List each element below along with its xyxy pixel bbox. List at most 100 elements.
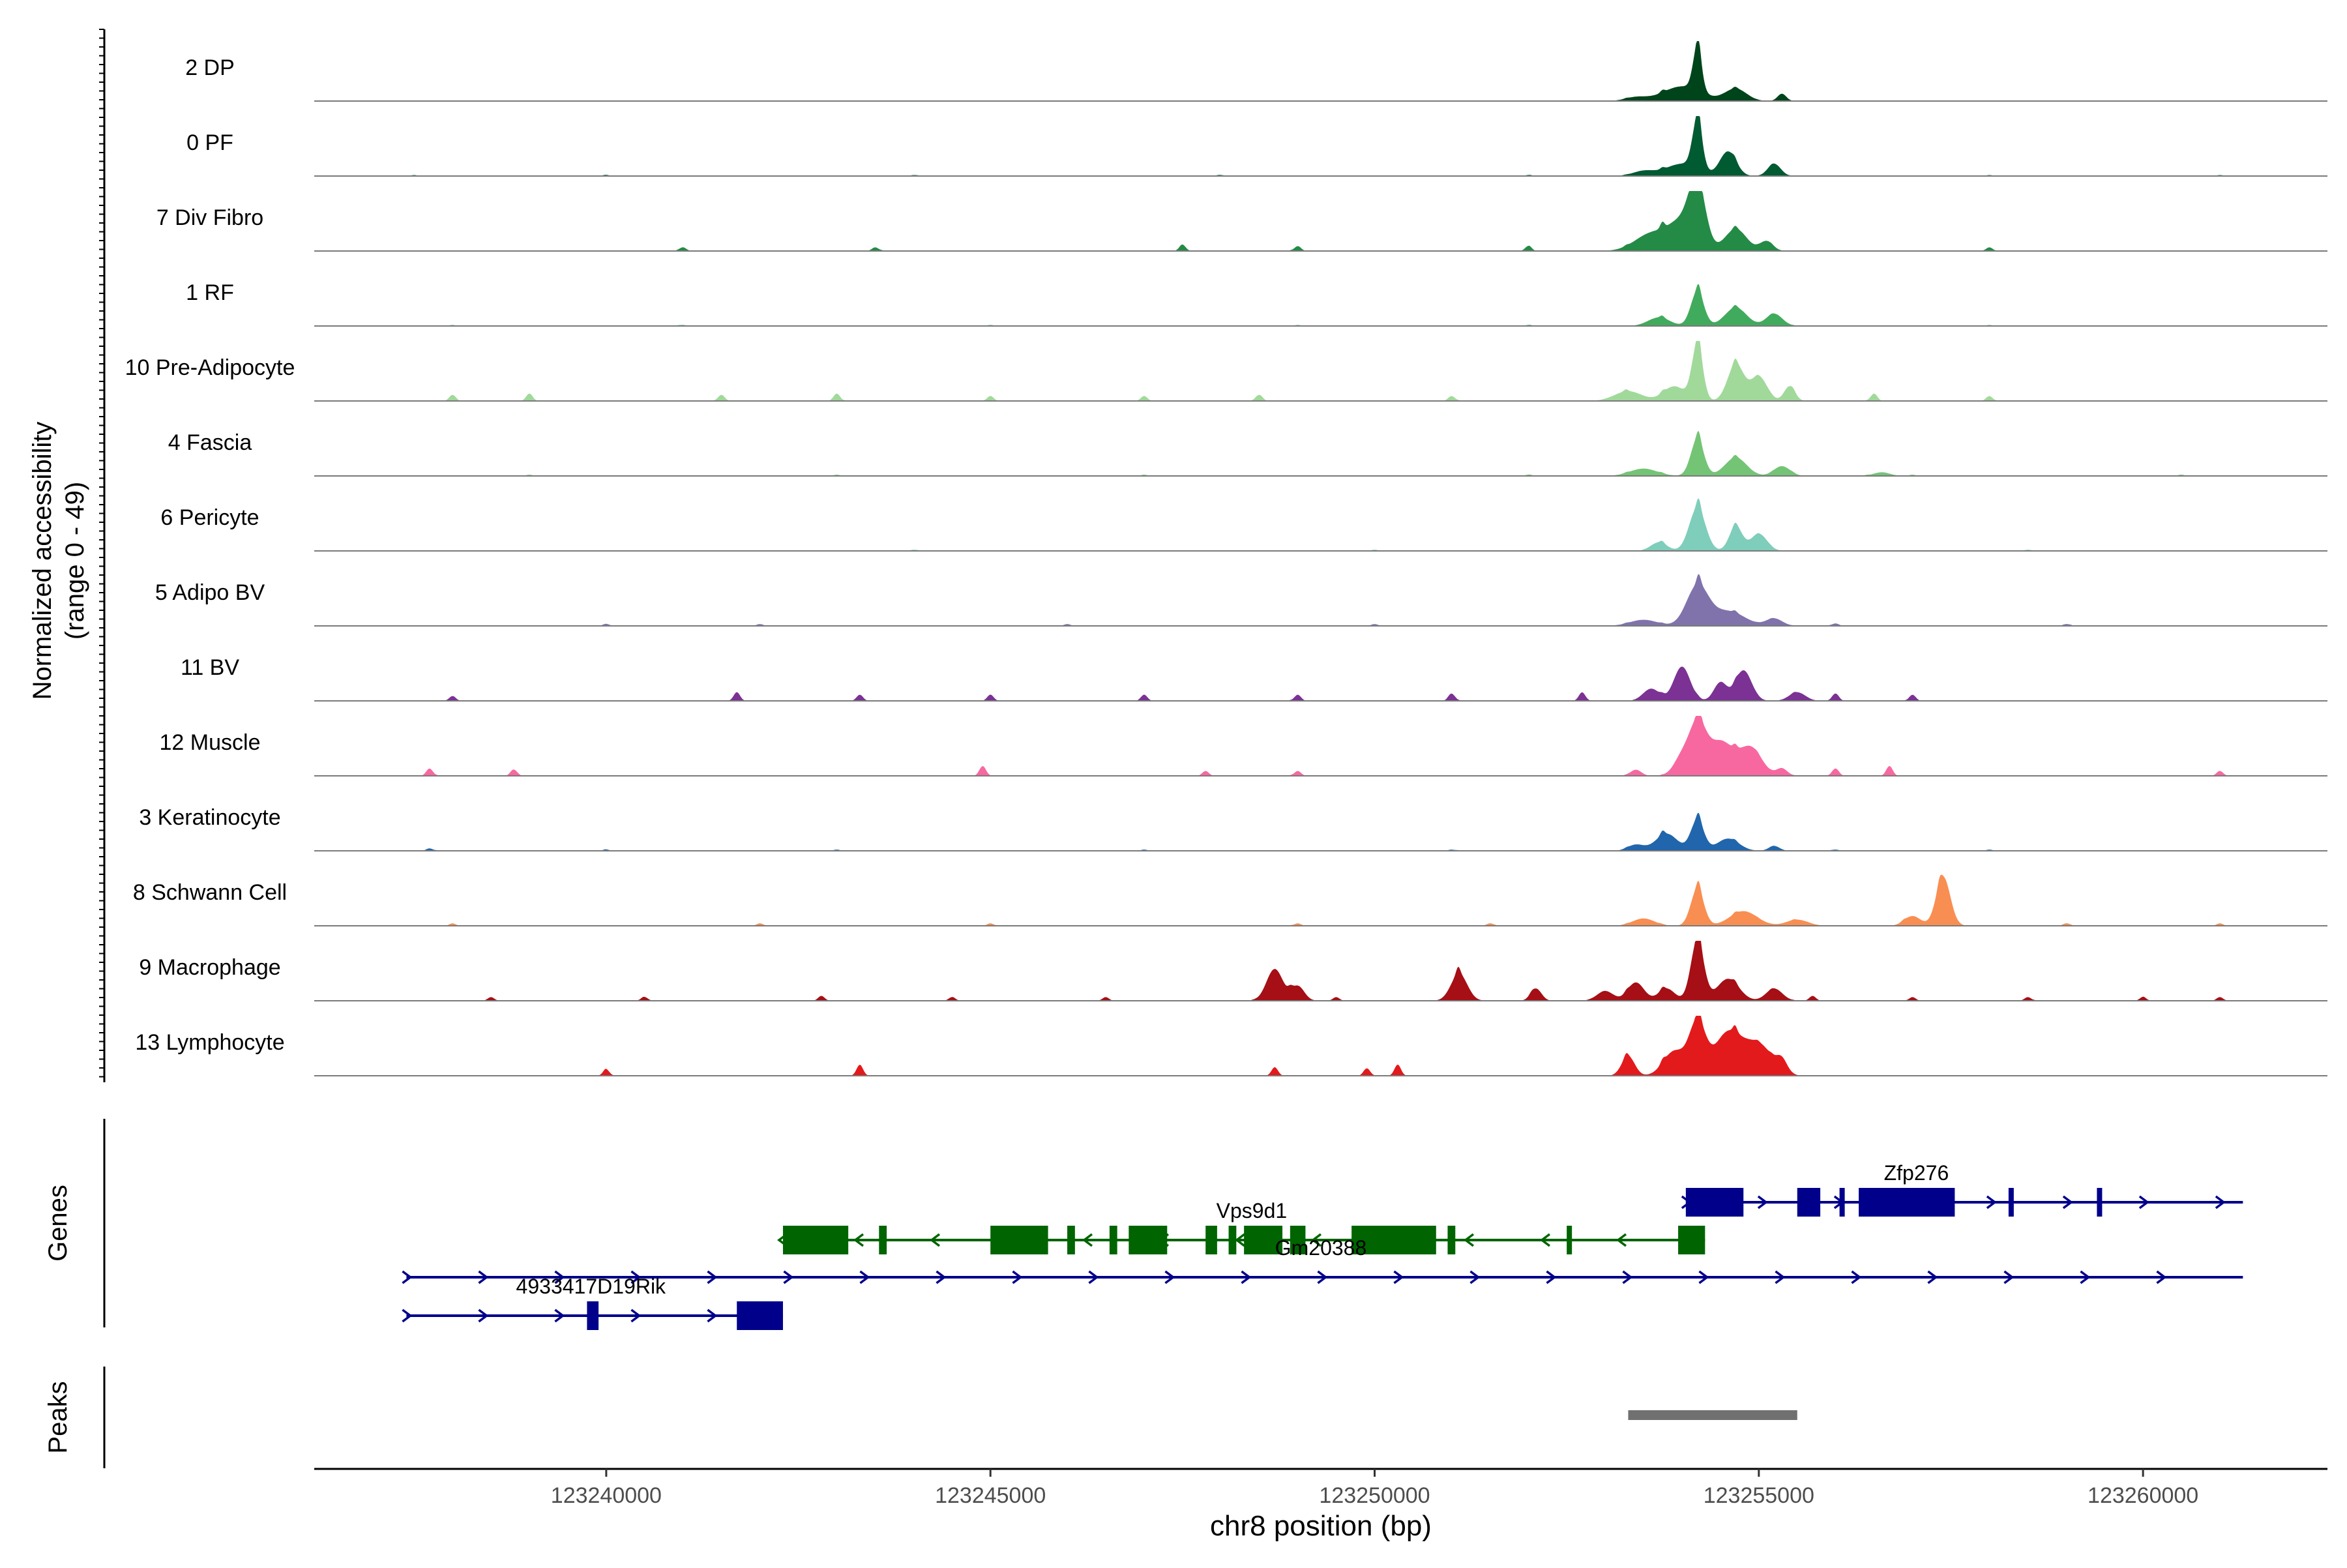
strand-arrow [1927,1270,1938,1284]
strand-arrow [1622,1270,1633,1284]
track-label: 5 Adipo BV [155,580,265,605]
strand-arrow [2156,1270,2167,1284]
track-3-keratinocyte: 3 Keratinocyte [139,805,2327,851]
strand-arrow [1012,1270,1023,1284]
strand-arrow [1469,1270,1481,1284]
gene-exon [2097,1188,2103,1217]
strand-arrow [859,1270,870,1284]
track-2-dp: 2 DP [185,41,2327,102]
gene-exon [1351,1226,1436,1254]
gene-label: Zfp276 [1884,1161,1949,1185]
strand-arrow [936,1270,947,1284]
track-label: 4 Fascia [168,430,252,455]
gene-exon [1685,1188,1744,1217]
track-8-schwann-cell: 8 Schwann Cell [133,874,2327,926]
strand-arrow [1241,1270,1252,1284]
strand-arrow [2062,1195,2073,1209]
strand-arrow [1851,1270,1862,1284]
track-label: 8 Schwann Cell [133,880,287,905]
gene-models: Zfp276 Vps9d1 Gm20388 4933417D19Rik [402,1161,2243,1330]
peaks-panel: Peaks [44,1367,1797,1468]
gene-exon [1290,1226,1306,1254]
gene-exon [737,1301,783,1330]
strand-arrow [478,1309,489,1323]
track-1-rf: 1 RF [186,280,2327,327]
gene-exon [1678,1226,1705,1254]
gene-exon [1205,1226,1217,1254]
gene-exon [2008,1188,2014,1217]
coverage-y-axis [99,29,106,1082]
genes-panel: Genes Zfp276 Vps9d1 Gm20388 4933417D19Rik [44,1119,2243,1330]
track-12-muscle: 12 Muscle [160,716,2327,777]
gene-exon [879,1226,887,1254]
gene-gm20388: Gm20388 [402,1236,2243,1284]
gene-exon [1244,1226,1283,1254]
strand-arrow [1164,1270,1175,1284]
x-tick-label: 123255000 [1704,1483,1814,1508]
gene-exon [1797,1188,1821,1217]
strand-arrow [2003,1270,2015,1284]
x-axis: 123240000 123245000 123250000 123255000 1232… [314,1468,2327,1542]
strand-arrow [1082,1233,1093,1247]
x-tick-label: 123240000 [551,1483,662,1508]
x-tick-label: 123250000 [1319,1483,1430,1508]
track-5-adipo-bv: 5 Adipo BV [155,574,2327,627]
strand-arrow [630,1270,642,1284]
track-label: 7 Div Fibro [156,205,263,230]
gene-exon [1228,1226,1237,1254]
strand-arrow [1464,1233,1475,1247]
track-11-bv: 11 BV [181,655,2327,702]
strand-arrow [1235,1233,1246,1247]
strand-arrow [1317,1270,1328,1284]
gene-vps9d1: Vps9d1 [777,1199,1705,1254]
track-label: 1 RF [186,280,234,305]
strand-arrow [2215,1195,2226,1209]
track-6-pericyte: 6 Pericyte [160,498,2327,552]
strand-arrow [1757,1195,1768,1209]
track-9-macrophage: 9 Macrophage [139,941,2327,1001]
x-tick-label: 123245000 [935,1483,1046,1508]
gene-exon [990,1226,1048,1254]
strand-arrow [783,1270,794,1284]
gene-label: 4933417D19Rik [516,1275,667,1298]
x-axis-title: chr8 position (bp) [1210,1510,1432,1542]
strand-arrow [2138,1195,2149,1209]
strand-arrow [630,1309,642,1323]
x-tick-label: 123260000 [2088,1483,2198,1508]
strand-arrow [853,1233,864,1247]
strand-arrow [1698,1270,1709,1284]
strand-arrow [930,1233,941,1247]
strand-arrow [2080,1270,2091,1284]
x-axis-ticks: 123240000 123245000 123250000 123255000 1232… [551,1469,2198,1508]
strand-arrow [554,1309,565,1323]
y-axis-title-line-2: (range 0 - 49) [61,482,89,640]
gene-exon [1567,1226,1572,1254]
strand-arrow [707,1270,718,1284]
gene-exon [1129,1226,1168,1254]
track-label: 11 BV [181,655,239,680]
strand-arrow [1088,1270,1099,1284]
gene-exon [1067,1226,1075,1254]
strand-arrow [478,1270,489,1284]
strand-arrow [554,1270,565,1284]
track-label: 10 Pre-Adipocyte [125,355,295,380]
track-label: 9 Macrophage [139,955,280,980]
genes-panel-label: Genes [44,1185,72,1262]
track-label: 12 Muscle [160,730,261,755]
gene-label: Gm20388 [1275,1236,1367,1260]
strand-arrow [1546,1270,1557,1284]
coverage-tracks: 2 DP 0 PF 7 Div Fibro 1 RF 10 Pre-Adipocyte 4… [125,41,2327,1076]
track-label: 6 Pericyte [160,505,259,530]
gene-exon [782,1226,849,1254]
track-label: 13 Lymphocyte [135,1030,284,1055]
strand-arrow [1616,1233,1627,1247]
y-axis-title-line-1: Normalized accessibility [28,422,57,700]
strand-arrow [1311,1233,1322,1247]
peak-region [1628,1410,1797,1420]
gene-exon [1109,1226,1117,1254]
track-4-fascia: 4 Fascia [168,430,2327,477]
track-13-lymphocyte: 13 Lymphocyte [135,1016,2327,1076]
peaks-panel-label: Peaks [44,1381,72,1453]
strand-arrow [402,1309,413,1323]
